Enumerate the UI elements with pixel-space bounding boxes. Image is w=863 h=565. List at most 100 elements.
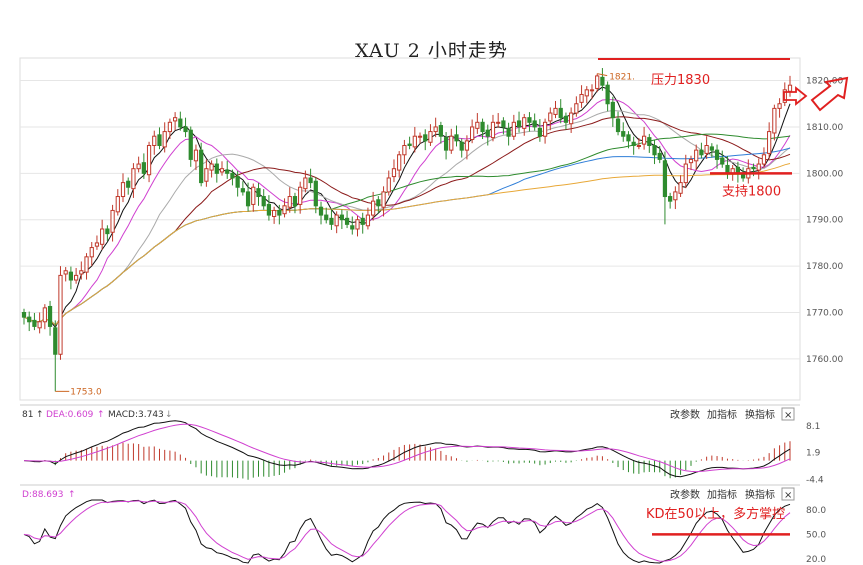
candle [256, 183, 261, 206]
candle [397, 151, 402, 178]
candle [292, 192, 298, 214]
candle [277, 204, 282, 225]
candle-body [407, 143, 412, 147]
candle-body [27, 316, 32, 323]
macd-close-button[interactable] [781, 407, 795, 421]
candle [282, 198, 287, 218]
candle-body [47, 305, 53, 327]
kd-button[interactable]: 改参数 [670, 488, 700, 501]
candle [777, 98, 782, 118]
candle [704, 136, 709, 159]
candle-body [162, 131, 167, 148]
candle-body [402, 145, 407, 156]
candle [402, 139, 407, 165]
chart-title: XAU 2 小时走势 [355, 40, 508, 62]
candle-body [688, 158, 694, 164]
candle-body [126, 180, 131, 188]
candle [605, 81, 610, 112]
candle-body [324, 214, 329, 221]
candle [183, 117, 188, 138]
candle [553, 100, 558, 119]
candle [647, 133, 652, 153]
candle [115, 189, 120, 216]
candle [542, 118, 548, 144]
candle [339, 209, 344, 229]
candle [527, 112, 532, 132]
kd-arrow-icon: ↑ [68, 490, 76, 500]
candle [105, 225, 110, 242]
candle [490, 114, 496, 142]
kd-button[interactable]: 换指标 [745, 488, 775, 501]
kd-close-icon[interactable]: × [784, 490, 792, 501]
candle [662, 151, 668, 225]
candle-body [787, 84, 793, 92]
candle-body [79, 270, 84, 275]
dea-line [23, 423, 791, 473]
k-line [23, 499, 791, 564]
kd-annotation-label: KD在50以上，多方掌控 [646, 506, 785, 522]
candle [173, 112, 178, 131]
candle-body [329, 217, 334, 225]
candle [522, 113, 527, 136]
macd-button[interactable]: 改参数 [670, 408, 700, 421]
candle [350, 216, 355, 235]
kd-close-button[interactable] [781, 487, 795, 501]
main-ytick-label: 1790.00 [806, 216, 843, 226]
kd-ytick-label: 50.0 [806, 530, 826, 540]
candle-body [365, 214, 371, 227]
candle-body [68, 271, 74, 281]
dea-legend-label: DEA:0.609 [46, 410, 94, 420]
candle [595, 73, 600, 93]
candle [772, 104, 777, 141]
candle-body [204, 168, 209, 182]
candle [537, 119, 542, 142]
candle-body [527, 117, 532, 123]
candle [516, 111, 522, 133]
candle-body [303, 177, 308, 190]
candle [188, 126, 193, 167]
candle-body [277, 209, 282, 216]
candle-body [777, 103, 782, 109]
candle [548, 107, 553, 131]
candle-body [32, 319, 37, 327]
candle [344, 210, 350, 229]
candle-body [516, 120, 522, 128]
candle [438, 121, 443, 144]
candle-body [595, 75, 600, 89]
kd-button[interactable]: 加指标 [707, 488, 737, 501]
macd-close-icon[interactable]: × [784, 410, 792, 421]
candle [303, 170, 308, 193]
candle-body [417, 135, 423, 138]
candle-body [391, 168, 397, 178]
candle-body [610, 101, 615, 119]
candle-body [37, 321, 42, 329]
macd-legend-label: MACD:3.743 [108, 410, 164, 420]
candle-body [641, 135, 647, 145]
candle-body [344, 217, 350, 225]
candle [569, 107, 574, 133]
candle [126, 177, 131, 195]
candle [563, 112, 569, 130]
main-ytick-label: 1780.00 [806, 262, 843, 272]
candle [761, 147, 767, 168]
candle-body [548, 112, 553, 122]
candle-body [714, 149, 720, 160]
candle [506, 122, 511, 146]
candle-body [266, 203, 272, 216]
candle [162, 122, 167, 153]
macd-button[interactable]: 加指标 [707, 408, 737, 421]
candle-body [318, 206, 324, 216]
candle [298, 181, 303, 214]
candle [355, 216, 360, 237]
candle [261, 189, 266, 210]
candle [42, 304, 47, 330]
candle-body [589, 89, 595, 92]
support-label: 支持1800 [722, 184, 781, 199]
candle [365, 207, 371, 230]
candle-body [772, 107, 777, 134]
candle-body [683, 163, 688, 184]
candle [584, 86, 589, 104]
ma90-line [23, 147, 791, 326]
macd-button[interactable]: 换指标 [745, 408, 775, 421]
candle [110, 204, 115, 242]
